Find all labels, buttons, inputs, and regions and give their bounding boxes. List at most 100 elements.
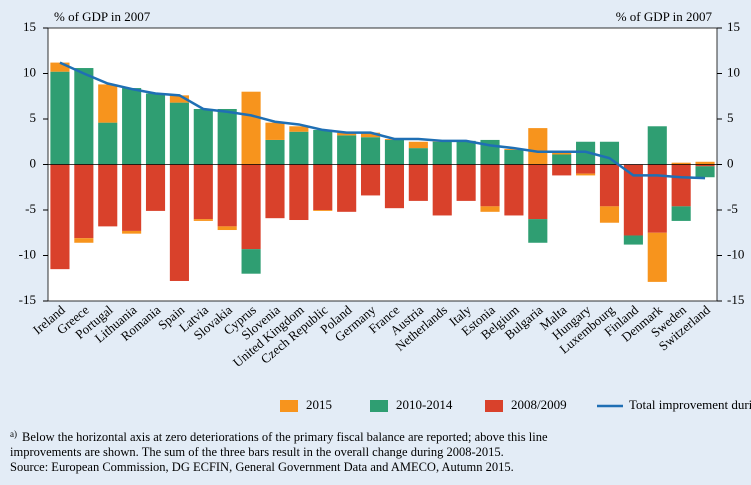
- bar: [528, 219, 548, 243]
- y-tick-label: -15: [19, 292, 36, 307]
- bar: [623, 235, 643, 245]
- bar: [217, 164, 237, 227]
- bar: [360, 132, 381, 138]
- bar: [456, 164, 476, 201]
- bar: [599, 164, 620, 207]
- bar: [360, 164, 381, 196]
- y2-tick-label: 0: [727, 155, 734, 170]
- legend-swatch: [485, 400, 503, 412]
- bar: [384, 164, 405, 209]
- bar: [671, 162, 691, 165]
- bar: [647, 126, 667, 165]
- bar: [50, 71, 70, 165]
- y2-tick-label: -10: [727, 246, 744, 261]
- footnote: Below the horizontal axis at zero deteri…: [22, 430, 548, 444]
- legend-swatch: [370, 400, 388, 412]
- bar: [74, 164, 94, 239]
- bar: [408, 141, 428, 149]
- bar: [504, 149, 524, 150]
- bar: [337, 164, 357, 212]
- y2-tick-label: 10: [727, 64, 740, 79]
- bar: [552, 164, 572, 176]
- bar: [695, 166, 715, 178]
- bar: [647, 164, 667, 233]
- bar: [552, 152, 572, 155]
- bar: [289, 126, 309, 132]
- y-tick-label: 5: [30, 110, 37, 125]
- bar: [265, 164, 285, 219]
- bar: [432, 141, 452, 165]
- bar: [50, 62, 70, 72]
- bar: [98, 164, 118, 227]
- bar: [599, 206, 620, 223]
- y-tick-label: 10: [23, 64, 36, 79]
- bar: [408, 164, 428, 201]
- bar: [695, 164, 715, 167]
- legend-label: Total improvement during 2010-2015: [629, 397, 751, 412]
- bar: [432, 164, 452, 216]
- bar: [217, 226, 237, 231]
- y-tick-label: -10: [19, 246, 36, 261]
- bar: [576, 164, 596, 174]
- y-tick-label: 15: [23, 19, 36, 34]
- bar: [241, 249, 261, 274]
- bar: [265, 122, 285, 140]
- bar: [552, 154, 572, 165]
- bar: [528, 128, 548, 165]
- legend-label: 2015: [306, 397, 332, 412]
- bar: [456, 140, 476, 165]
- bar: [289, 131, 309, 165]
- bar: [193, 219, 213, 221]
- bar: [122, 230, 142, 234]
- footnote: improvements are shown. The sum of the t…: [10, 445, 504, 459]
- bar: [504, 149, 524, 165]
- bar: [480, 206, 500, 212]
- total-line: [59, 61, 706, 180]
- bar: [576, 141, 596, 165]
- bar: [265, 139, 285, 165]
- footnote-mark: a): [10, 429, 17, 439]
- legend-swatch: [280, 400, 298, 412]
- bar: [98, 122, 118, 165]
- legend-label: 2010-2014: [396, 397, 453, 412]
- bar: [599, 141, 620, 165]
- y2-axis-label: % of GDP in 2007: [616, 9, 713, 24]
- y2-tick-label: 15: [727, 19, 740, 34]
- bar: [695, 161, 715, 165]
- bar: [145, 93, 166, 165]
- bar: [74, 68, 94, 165]
- bar: [74, 238, 94, 243]
- bar: [169, 95, 189, 103]
- bar: [337, 135, 357, 165]
- bar: [313, 164, 333, 210]
- bar: [98, 84, 118, 123]
- bar: [313, 210, 333, 211]
- source: Source: European Commission, DG ECFIN, G…: [10, 460, 514, 474]
- bar: [241, 164, 261, 250]
- bar: [193, 108, 213, 165]
- bar: [217, 108, 237, 165]
- bar: [408, 148, 428, 165]
- bar: [337, 132, 357, 136]
- bar: [193, 164, 213, 220]
- bar: [384, 139, 405, 165]
- y-axis-label: % of GDP in 2007: [54, 9, 151, 24]
- legend-label: 2008/2009: [511, 397, 567, 412]
- bar: [528, 164, 548, 220]
- bar: [169, 164, 189, 281]
- bar: [671, 164, 691, 207]
- bar: [145, 164, 166, 211]
- y2-tick-label: 5: [727, 110, 734, 125]
- bar: [480, 164, 500, 207]
- bar: [576, 173, 596, 176]
- bar: [647, 232, 667, 282]
- bar: [289, 164, 309, 221]
- bar: [504, 164, 524, 216]
- bar: [623, 164, 643, 236]
- bar: [241, 91, 261, 165]
- bar: [360, 137, 381, 165]
- y2-tick-label: -15: [727, 292, 744, 307]
- bar: [122, 164, 142, 231]
- bar: [122, 88, 142, 165]
